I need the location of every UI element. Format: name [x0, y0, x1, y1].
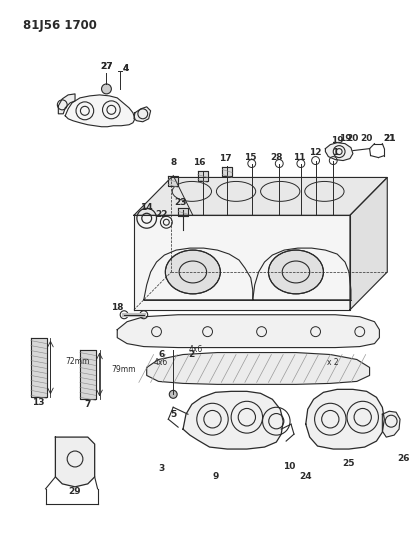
Polygon shape — [198, 172, 208, 181]
Polygon shape — [65, 95, 135, 127]
Polygon shape — [117, 315, 379, 348]
Text: 10: 10 — [283, 463, 295, 472]
Ellipse shape — [269, 250, 323, 294]
Text: 28: 28 — [270, 153, 283, 162]
Text: 4: 4 — [123, 63, 129, 72]
Polygon shape — [31, 337, 47, 397]
Polygon shape — [59, 94, 75, 114]
Text: 19: 19 — [331, 136, 344, 145]
Text: 72mm: 72mm — [65, 357, 89, 366]
Text: 3: 3 — [158, 464, 164, 473]
Circle shape — [169, 390, 177, 398]
Text: 27: 27 — [100, 61, 113, 70]
Text: 14: 14 — [140, 203, 153, 212]
Polygon shape — [134, 107, 151, 122]
Text: 24: 24 — [300, 472, 312, 481]
Polygon shape — [325, 143, 353, 160]
Text: 4: 4 — [123, 63, 129, 72]
Text: 18: 18 — [111, 303, 124, 312]
Text: 2: 2 — [188, 350, 194, 359]
Polygon shape — [169, 176, 178, 187]
Polygon shape — [222, 166, 232, 176]
Text: 17: 17 — [219, 154, 232, 163]
Text: 16: 16 — [194, 158, 206, 167]
Circle shape — [101, 84, 111, 94]
Text: 15: 15 — [243, 153, 256, 162]
Text: 20: 20 — [347, 134, 359, 143]
Text: 9: 9 — [212, 472, 219, 481]
Text: 13: 13 — [33, 398, 45, 407]
Text: 81J56 1700: 81J56 1700 — [23, 19, 97, 33]
Text: 6: 6 — [158, 350, 164, 359]
Text: 79mm: 79mm — [111, 365, 136, 374]
Text: 21: 21 — [383, 134, 396, 143]
Text: 11: 11 — [293, 153, 305, 162]
Text: 21: 21 — [383, 134, 396, 143]
Text: 20: 20 — [360, 134, 373, 143]
Text: 1: 1 — [332, 148, 338, 157]
Polygon shape — [183, 391, 283, 449]
Text: 26: 26 — [398, 455, 410, 464]
Polygon shape — [178, 208, 188, 216]
Text: 23: 23 — [174, 198, 186, 207]
Ellipse shape — [165, 250, 220, 294]
Text: 27: 27 — [100, 61, 113, 70]
Polygon shape — [382, 411, 400, 437]
Polygon shape — [134, 215, 350, 310]
Text: 12: 12 — [309, 148, 322, 157]
Polygon shape — [134, 177, 387, 215]
Text: 8: 8 — [170, 158, 176, 167]
Text: 7: 7 — [84, 400, 91, 409]
Text: 4x6: 4x6 — [189, 345, 203, 354]
Text: 25: 25 — [343, 459, 355, 469]
Polygon shape — [80, 350, 96, 399]
Text: 22: 22 — [155, 210, 168, 219]
Text: 4x6: 4x6 — [153, 358, 168, 367]
Text: 29: 29 — [69, 487, 81, 496]
Polygon shape — [306, 389, 384, 449]
Polygon shape — [55, 437, 95, 487]
Text: 5: 5 — [170, 410, 176, 419]
Polygon shape — [350, 177, 387, 310]
Text: x 2: x 2 — [328, 358, 339, 367]
Polygon shape — [147, 352, 370, 384]
Text: 19: 19 — [339, 134, 351, 143]
